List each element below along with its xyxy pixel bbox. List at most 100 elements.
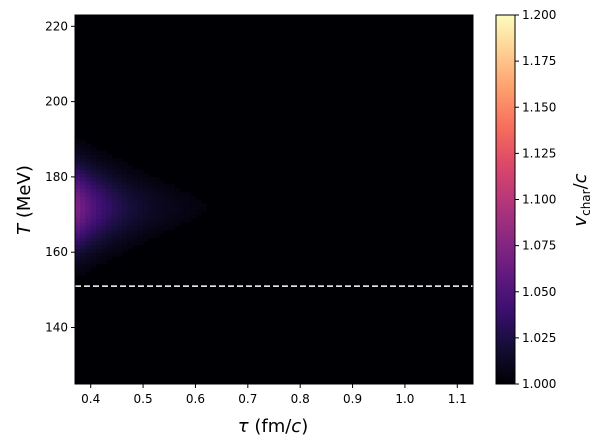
heatmap-cell <box>148 184 155 189</box>
heatmap-cell <box>85 143 92 148</box>
heatmap-cell <box>75 233 81 238</box>
heatmap-cell <box>85 229 92 234</box>
heatmap-cell <box>132 188 139 193</box>
heatmap-cell <box>111 195 118 201</box>
heatmap-cell <box>137 180 144 186</box>
heatmap-cell <box>122 180 128 186</box>
heatmap-cell <box>101 154 108 159</box>
heatmap-cell <box>164 214 170 219</box>
heatmap-cell <box>101 184 108 189</box>
heatmap-cell <box>179 218 186 223</box>
heatmap-cell <box>127 184 134 189</box>
heatmap-cell <box>80 255 87 261</box>
colorbar-tick-label: 1.000 <box>522 377 556 391</box>
heatmap-cell <box>106 207 113 212</box>
heatmap-cell <box>75 259 81 265</box>
heatmap-cell <box>75 173 81 178</box>
heatmap-cell <box>137 169 144 174</box>
heatmap-cell <box>95 199 102 204</box>
heatmap-cell <box>106 255 113 261</box>
heatmap-cell <box>106 237 113 242</box>
colorbar-tick-label: 1.150 <box>522 100 556 114</box>
heatmap-cell <box>122 237 128 242</box>
heatmap-cell <box>190 207 197 212</box>
heatmap-cell <box>95 176 102 182</box>
heatmap-cell <box>95 169 102 174</box>
heatmap-cell <box>90 222 97 227</box>
heatmap-cell <box>116 184 123 189</box>
heatmap-cell <box>143 180 149 186</box>
heatmap-cell <box>164 184 170 189</box>
heatmap-cell <box>111 210 118 216</box>
heatmap-cell <box>158 191 165 197</box>
heatmap-cell <box>90 225 97 231</box>
heatmap-cell <box>90 252 97 257</box>
heatmap-cell <box>106 176 113 182</box>
x-tick-label: 0.4 <box>81 392 100 406</box>
heatmap-cell <box>184 218 191 223</box>
heatmap-cell <box>80 154 87 159</box>
heatmap-cell <box>75 263 81 268</box>
heatmap-cell <box>137 184 144 189</box>
heatmap-cell <box>169 210 176 216</box>
heatmap-cell <box>101 225 108 231</box>
heatmap-cell <box>143 207 149 212</box>
colorbar-tick-label: 1.050 <box>522 285 556 299</box>
heatmap-cell <box>80 210 87 216</box>
heatmap-cell <box>111 240 118 246</box>
heatmap-cell <box>158 203 165 208</box>
heatmap-cell <box>164 195 170 201</box>
heatmap-cell <box>127 244 134 250</box>
heatmap-cell <box>132 195 139 201</box>
heatmap-cell <box>75 255 81 261</box>
heatmap-cell <box>111 222 118 227</box>
heatmap-cell <box>122 229 128 234</box>
heatmap-cell <box>106 154 113 159</box>
heatmap-cell <box>122 248 128 253</box>
heatmap-cell <box>137 191 144 197</box>
heatmap-cell <box>127 240 134 246</box>
heatmap-cell <box>85 161 92 167</box>
heatmap-cell <box>190 214 197 219</box>
heatmap-cell <box>164 218 170 223</box>
heatmap-cell <box>75 207 81 212</box>
heatmap-cell <box>158 222 165 227</box>
heatmap-cell <box>116 207 123 212</box>
heatmap-cell <box>148 214 155 219</box>
heatmap-cell <box>101 218 108 223</box>
heatmap-cell <box>143 188 149 193</box>
heatmap-cell <box>174 199 181 204</box>
heatmap-cell <box>143 237 149 242</box>
heatmap-cell <box>169 214 176 219</box>
heatmap-cell <box>122 218 128 223</box>
x-tick-label: 0.9 <box>343 392 362 406</box>
heatmap-cell <box>101 259 108 265</box>
heatmap-cell <box>85 210 92 216</box>
heatmap-cell <box>127 207 134 212</box>
heatmap-cell <box>148 210 155 216</box>
heatmap-cell <box>111 199 118 204</box>
heatmap-cell <box>127 237 134 242</box>
heatmap-cell <box>127 214 134 219</box>
heatmap-cell <box>132 233 139 238</box>
heatmap-cell <box>122 169 128 174</box>
x-tick-label: 1.0 <box>395 392 414 406</box>
heatmap-cell <box>101 161 108 167</box>
heatmap-cell <box>90 158 97 163</box>
heatmap-cell <box>90 259 97 265</box>
heatmap-cell <box>75 271 81 276</box>
heatmap-cell <box>90 169 97 174</box>
x-tick-label: 1.1 <box>448 392 467 406</box>
heatmap-cell <box>116 180 123 186</box>
heatmap-cell <box>75 203 81 208</box>
heatmap-cell <box>106 214 113 219</box>
heatmap-cell <box>95 225 102 231</box>
heatmap-cell <box>143 233 149 238</box>
heatmap-cell <box>75 229 81 234</box>
heatmap-cell <box>80 263 87 268</box>
heatmap-cell <box>106 199 113 204</box>
heatmap-cell <box>179 199 186 204</box>
heatmap-cell <box>148 180 155 186</box>
heatmap-cell <box>158 210 165 216</box>
heatmap-cell <box>111 233 118 238</box>
